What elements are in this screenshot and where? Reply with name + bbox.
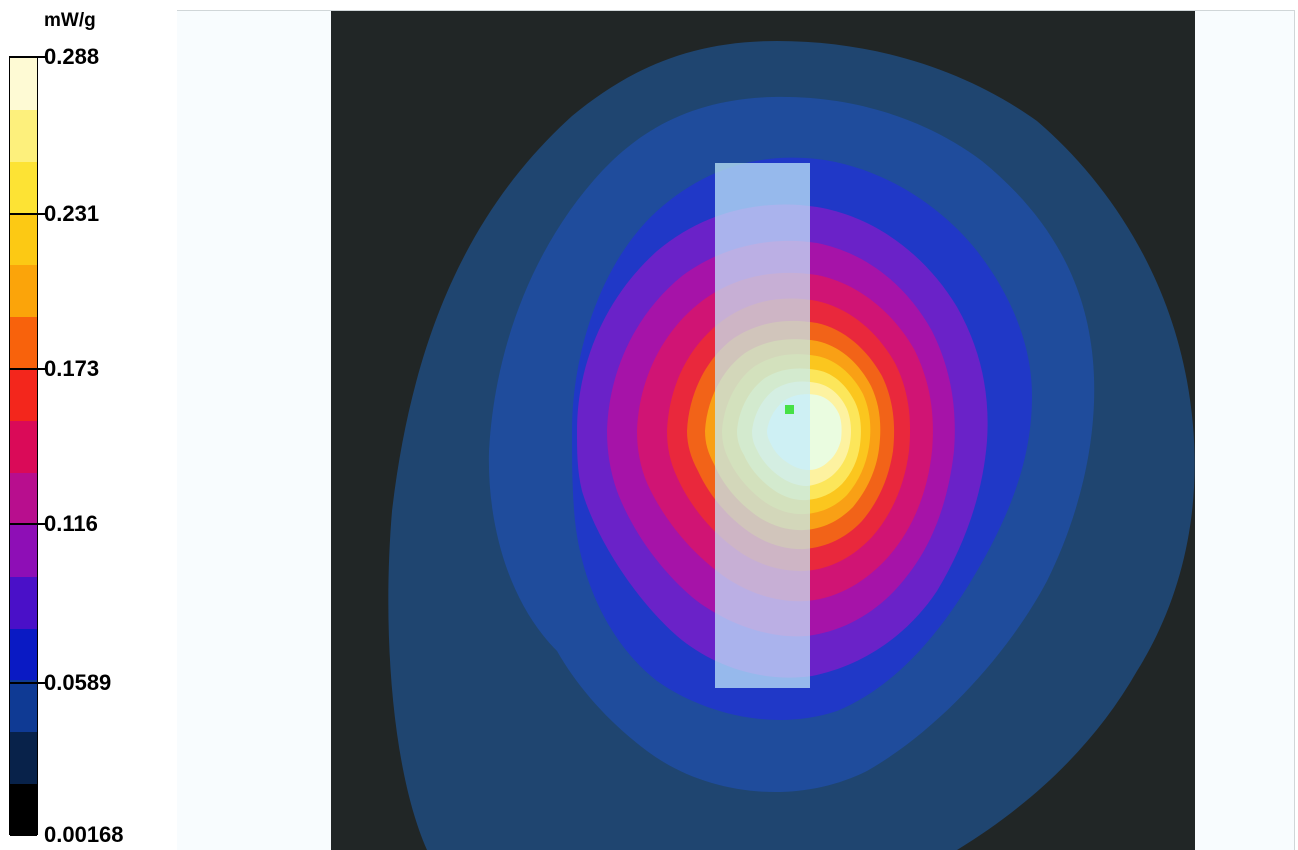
- colorbar-segment: [10, 317, 37, 370]
- colorbar-segment: [10, 628, 37, 681]
- colorbar-tick-label: 0.288: [44, 44, 100, 69]
- colorbar-tick-label: 0.173: [44, 356, 100, 381]
- probe-overlay-rect: [715, 163, 810, 688]
- colorbar-segment: [10, 784, 37, 836]
- colorbar-tick-mark: [9, 368, 45, 370]
- colorbar-segment: [10, 369, 37, 422]
- colorbar-tick-mark: [9, 56, 45, 58]
- colorbar-segment: [10, 265, 37, 318]
- peak-marker: [785, 405, 794, 414]
- colorbar-segment: [10, 524, 37, 577]
- heatmap-svg: [331, 11, 1195, 850]
- colorbar-segment: [10, 576, 37, 629]
- colorbar-tick-label: 0.00168: [44, 822, 124, 847]
- colorbar-tick-mark: [9, 213, 45, 215]
- colorbar-tick-label: 0.231: [44, 201, 100, 226]
- colorbar: [9, 57, 38, 836]
- colorbar-tick-mark: [9, 682, 45, 684]
- colorbar-segment: [10, 109, 37, 162]
- colorbar-segment: [10, 213, 37, 266]
- colorbar-segment: [10, 161, 37, 214]
- colorbar-segment: [10, 732, 37, 785]
- colorbar-segment: [10, 680, 37, 733]
- heatmap-plot-area: [177, 10, 1295, 850]
- colorbar-segment: [10, 58, 37, 110]
- colorbar-segment: [10, 421, 37, 473]
- colorbar-tick-label: 0.116: [44, 511, 98, 536]
- colorbar-unit-label: mW/g: [44, 10, 96, 31]
- colorbar-tick-mark: [9, 523, 45, 525]
- colorbar-segment: [10, 472, 37, 525]
- colorbar-tick-label: 0.0589: [44, 670, 112, 695]
